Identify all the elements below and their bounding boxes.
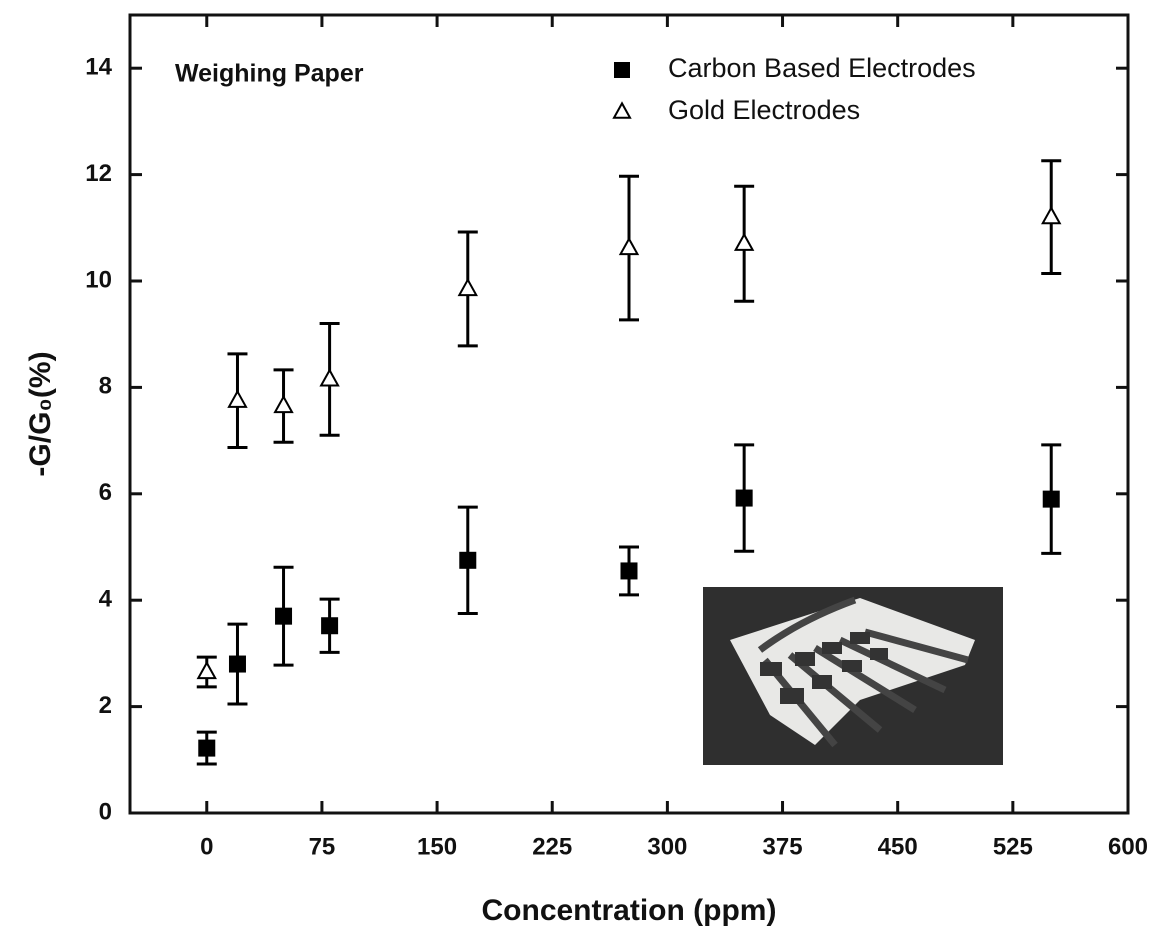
y-tick-label: 14	[85, 54, 112, 81]
marker	[319, 368, 340, 387]
marker	[273, 394, 294, 414]
legend-label: Gold Electrodes	[668, 95, 860, 125]
x-tick-label: 75	[309, 833, 336, 860]
marker	[459, 551, 477, 569]
x-tick-label: 600	[1108, 833, 1148, 860]
y-axis-label: -G/G₀(%)	[24, 351, 57, 476]
y-tick-label: 0	[99, 798, 112, 825]
x-tick-label: 225	[532, 833, 572, 860]
marker	[196, 660, 217, 680]
marker	[228, 655, 246, 673]
legend-label: Carbon Based Electrodes	[668, 53, 976, 83]
marker	[1041, 205, 1062, 225]
y-tick-label: 10	[85, 266, 112, 293]
y-tick-label: 8	[99, 373, 112, 400]
y-tick-label: 6	[99, 479, 112, 506]
marker	[618, 236, 640, 256]
y-tick-label: 4	[99, 586, 113, 613]
marker	[735, 489, 753, 507]
marker	[1042, 490, 1060, 508]
marker	[620, 562, 638, 580]
y-tick-label: 12	[85, 160, 112, 187]
marker	[275, 607, 293, 625]
x-tick-label: 150	[417, 833, 457, 860]
x-tick-label: 450	[878, 833, 918, 860]
legend-marker	[612, 101, 632, 119]
x-tick-label: 0	[200, 833, 213, 860]
x-axis-label: Concentration (ppm)	[482, 894, 777, 927]
x-tick-label: 525	[993, 833, 1033, 860]
marker	[198, 739, 216, 757]
marker	[227, 389, 248, 408]
y-tick-label: 2	[99, 692, 112, 719]
annotation: Weighing Paper	[175, 60, 364, 88]
marker	[321, 617, 339, 635]
plot-frame	[128, 13, 1130, 815]
x-tick-label: 300	[647, 833, 687, 860]
marker	[733, 232, 755, 251]
legend-marker	[614, 62, 630, 78]
marker	[457, 277, 478, 297]
inset-photo	[703, 587, 1003, 765]
x-tick-label: 375	[763, 833, 803, 860]
